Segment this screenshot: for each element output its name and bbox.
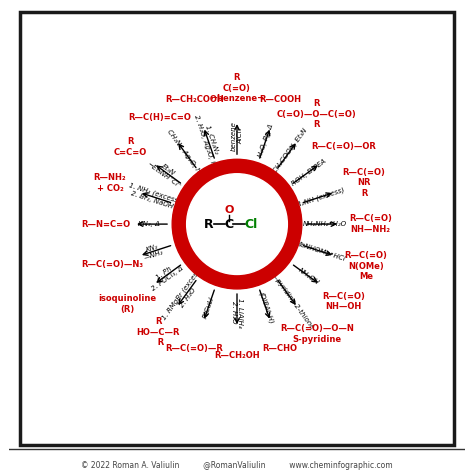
Text: R
HO—C—R
  R: R HO—C—R R: [137, 317, 180, 347]
Text: R
C=C=O: R C=C=O: [114, 137, 147, 157]
Text: R—N=C=O: R—N=C=O: [81, 219, 130, 228]
Text: RCH₂COOH, Et₃N: RCH₂COOH, Et₃N: [269, 127, 309, 178]
Text: R—C(=O)—R: R—C(=O)—R: [165, 344, 223, 353]
Text: R—NH₂
+ CO₂: R—NH₂ + CO₂: [94, 173, 126, 192]
Text: 1. LiAlH₄
2. H₂O: 1. LiAlH₄ 2. H₂O: [230, 298, 244, 327]
Text: R—COOH: R—COOH: [259, 95, 301, 104]
Text: R—C(=O)
NR
 R: R—C(=O) NR R: [343, 168, 385, 198]
Text: R: R: [204, 218, 213, 230]
Text: MeNHOMe•HCl: MeNHOMe•HCl: [295, 240, 347, 262]
Text: R—C(=O)—OR: R—C(=O)—OR: [311, 142, 376, 151]
Text: R—CHO: R—CHO: [262, 344, 297, 353]
Text: R—C(=O)—N₃: R—C(=O)—N₃: [81, 260, 143, 269]
Text: R₂CuLi: R₂CuLi: [202, 296, 215, 319]
Text: Et₃N
−Et₃NH⁺Cl⁻: Et₃N −Et₃NH⁺Cl⁻: [146, 155, 186, 189]
Text: isoquinoline
(R): isoquinoline (R): [98, 294, 156, 314]
Text: R—C(=O)
NH—NH₂: R—C(=O) NH—NH₂: [349, 214, 392, 234]
Text: KN₃, Δ: KN₃, Δ: [138, 221, 160, 227]
Text: R—CH₂OH: R—CH₂OH: [214, 351, 260, 360]
Text: R
C(=O)—O—C(=O)
R: R C(=O)—O—C(=O) R: [277, 99, 356, 129]
Text: Cl: Cl: [245, 218, 258, 230]
Text: R—C(=O)
NH—OH: R—C(=O) NH—OH: [322, 292, 365, 311]
Text: CH₂N₂, Ag₂O, hν: CH₂N₂, Ag₂O, hν: [166, 129, 204, 177]
Text: R—C(H)=C=O: R—C(H)=C=O: [128, 113, 191, 122]
Text: H₂O, Py, Δ: H₂O, Py, Δ: [257, 123, 274, 158]
Text: © 2022 Roman A. Valiulin          @RomanValiulin          www.cheminfographic.co: © 2022 Roman A. Valiulin @RomanValiulin …: [81, 461, 393, 470]
Text: NH₂OH: NH₂OH: [297, 267, 320, 286]
Text: R
C(=O)
⌐benzene¬: R C(=O) ⌐benzene¬: [210, 73, 264, 103]
Text: 1. CH₂N₂
2. H₂O, Ag₂O, hν: 1. CH₂N₂ 2. H₂O, Ag₂O, hν: [193, 112, 224, 169]
Text: O: O: [224, 205, 234, 215]
Circle shape: [187, 174, 287, 275]
Circle shape: [172, 159, 302, 289]
Text: 1. RMgBr (excess)
2. H₂O: 1. RMgBr (excess) 2. H₂O: [161, 266, 209, 325]
Text: (DIBAL-H): (DIBAL-H): [257, 290, 274, 325]
Text: KN₃
—NH₂: KN₃ —NH₂: [141, 242, 165, 261]
Text: R—CH₂COOH: R—CH₂COOH: [165, 95, 224, 104]
Text: 1. Ph
2. POCl₃, Δ: 1. Ph 2. POCl₃, Δ: [146, 259, 185, 292]
Text: R—C(=O)—O—N
S-pyridine: R—C(=O)—O—N S-pyridine: [280, 324, 354, 344]
Text: ROH, DIPEA: ROH, DIPEA: [290, 158, 327, 187]
Text: NaO—pyridine-2-thione: NaO—pyridine-2-thione: [262, 260, 316, 331]
Text: 1. NH₃ (excess)
2. Br₂, NaOH: 1. NH₃ (excess) 2. Br₂, NaOH: [126, 182, 181, 211]
Text: C: C: [225, 218, 234, 230]
Text: benzene
AlCl₃: benzene AlCl₃: [230, 121, 244, 151]
Text: R₂NH (excess): R₂NH (excess): [296, 186, 346, 208]
Text: NH₂NH₂•H₂O: NH₂NH₂•H₂O: [303, 221, 347, 227]
Text: R—C(=O)
N(OMe)
Me: R—C(=O) N(OMe) Me: [345, 251, 388, 281]
